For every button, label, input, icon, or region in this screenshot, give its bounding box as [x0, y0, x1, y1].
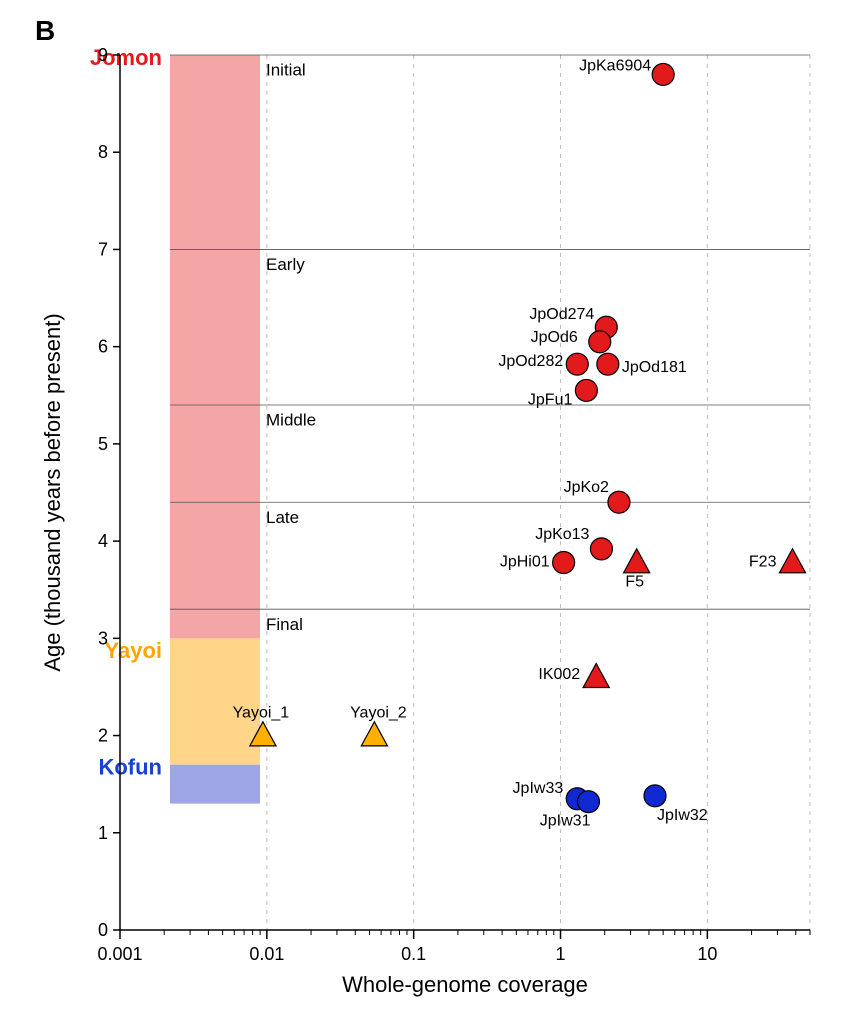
period-division-label: Initial — [266, 61, 306, 80]
data-point — [566, 353, 588, 375]
y-tick-label: 4 — [98, 531, 108, 551]
x-tick-label: 1 — [556, 944, 566, 964]
period-fill — [170, 638, 260, 764]
data-point — [583, 663, 609, 687]
period-division-label: Late — [266, 508, 299, 527]
data-point-label: F5 — [625, 574, 644, 591]
data-point — [652, 63, 674, 85]
data-point-label: JpFu1 — [528, 391, 573, 408]
y-tick-label: 5 — [98, 434, 108, 454]
period-division-label: Middle — [266, 411, 316, 430]
y-tick-label: 7 — [98, 239, 108, 259]
data-point — [597, 353, 619, 375]
data-point — [577, 791, 599, 813]
chart-container: BInitialEarlyMiddleLateFinalJomonYayoiKo… — [0, 0, 855, 1027]
data-point — [779, 549, 805, 573]
y-tick-label: 6 — [98, 337, 108, 357]
y-tick-label: 0 — [98, 920, 108, 940]
x-axis-label: Whole-genome coverage — [342, 972, 588, 997]
data-point-label: IK002 — [538, 666, 580, 683]
data-point — [624, 549, 650, 573]
x-tick-label: 10 — [697, 944, 717, 964]
period-division-label: Final — [266, 615, 303, 634]
data-point-label: Yayoi_1 — [233, 705, 290, 722]
data-point-label: JpKa6904 — [579, 57, 651, 74]
data-point-label: Yayoi_2 — [350, 705, 407, 722]
x-tick-label: 0.1 — [401, 944, 426, 964]
data-point-label: JpOd282 — [498, 353, 563, 370]
period-division-label: Early — [266, 255, 305, 274]
y-tick-label: 3 — [98, 628, 108, 648]
data-point-label: JpKo13 — [535, 526, 589, 543]
data-point-label: JpKo2 — [564, 479, 609, 496]
y-axis-label: Age (thousand years before present) — [40, 313, 65, 671]
x-tick-label: 0.001 — [97, 944, 142, 964]
y-tick-label: 2 — [98, 726, 108, 746]
data-point-label: JpIw33 — [513, 780, 564, 797]
data-point-label: F23 — [749, 554, 777, 571]
y-tick-label: 1 — [98, 823, 108, 843]
data-point — [589, 331, 611, 353]
data-point — [575, 379, 597, 401]
data-point — [361, 722, 387, 746]
data-point-label: JpHi01 — [500, 554, 550, 571]
data-point — [553, 552, 575, 574]
y-tick-label: 8 — [98, 142, 108, 162]
period-header-label: Yayoi — [105, 638, 162, 663]
panel-label: B — [35, 15, 55, 46]
y-tick-label: 9 — [98, 45, 108, 65]
data-point-label: JpOd274 — [529, 306, 594, 323]
data-point-label: JpIw31 — [540, 813, 591, 830]
data-point-label: JpIw32 — [657, 807, 708, 824]
period-header-label: Kofun — [98, 755, 162, 780]
period-fill — [170, 55, 260, 638]
data-point — [644, 785, 666, 807]
x-tick-label: 0.01 — [249, 944, 284, 964]
data-point-label: JpOd181 — [622, 359, 687, 376]
data-point-label: JpOd6 — [531, 329, 578, 346]
data-point — [608, 491, 630, 513]
period-fill — [170, 765, 260, 804]
data-point — [590, 538, 612, 560]
